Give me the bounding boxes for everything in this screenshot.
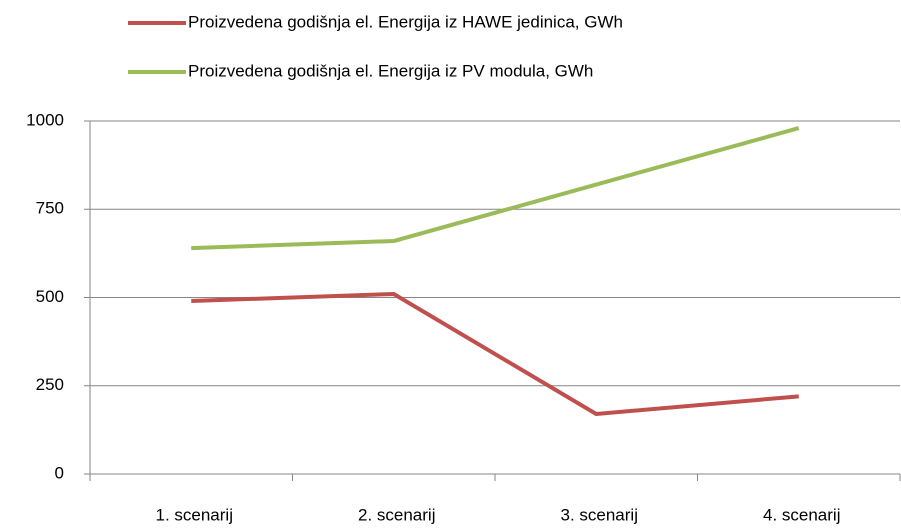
y-tick-label: 500	[36, 287, 64, 306]
y-tick-label: 750	[36, 199, 64, 218]
x-tick-label: 3. scenarij	[561, 505, 638, 524]
y-tick-label: 250	[36, 375, 64, 394]
legend-label: Proizvedena godišnja el. Energija iz HAW…	[188, 12, 623, 31]
y-tick-label: 1000	[26, 110, 64, 129]
x-tick-label: 2. scenarij	[358, 505, 435, 524]
x-tick-label: 4. scenarij	[763, 505, 840, 524]
x-tick-label: 1. scenarij	[156, 505, 233, 524]
y-tick-label: 0	[55, 463, 64, 482]
legend-label: Proizvedena godišnja el. Energija iz PV …	[188, 61, 593, 80]
series-line	[191, 291, 799, 416]
series-line	[191, 126, 800, 251]
